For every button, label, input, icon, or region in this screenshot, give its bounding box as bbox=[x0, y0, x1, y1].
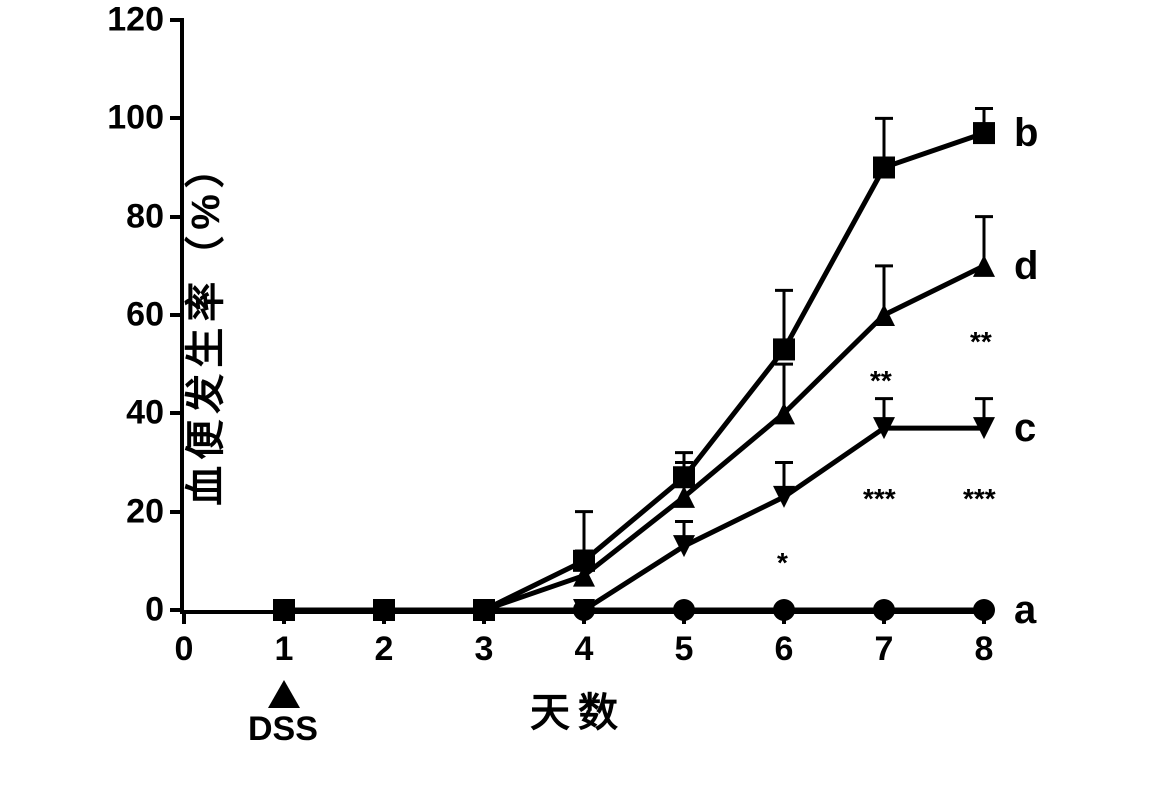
x-tick-label: 0 bbox=[175, 630, 194, 669]
series-label-a: a bbox=[1014, 588, 1036, 633]
y-tick-label: 60 bbox=[126, 296, 164, 335]
x-tick-label: 4 bbox=[575, 630, 594, 669]
y-tick-label: 40 bbox=[126, 394, 164, 433]
series-label-c: c bbox=[1014, 406, 1036, 451]
x-tick-label: 8 bbox=[975, 630, 994, 669]
plot-area: DSS 020406080100120012345678abcd********… bbox=[180, 20, 984, 614]
significance-annotation: ** bbox=[970, 326, 992, 358]
x-tick-label: 6 bbox=[775, 630, 794, 669]
x-tick-label: 3 bbox=[475, 630, 494, 669]
x-tick-label: 1 bbox=[275, 630, 294, 669]
series-label-b: b bbox=[1014, 111, 1038, 156]
y-tick-label: 80 bbox=[126, 197, 164, 236]
significance-annotation: *** bbox=[863, 483, 896, 515]
y-tick-label: 100 bbox=[107, 99, 164, 138]
series-label-d: d bbox=[1014, 244, 1038, 289]
chart-container: DSS 020406080100120012345678abcd********… bbox=[0, 0, 1171, 803]
dss-label: DSS bbox=[248, 710, 318, 749]
y-tick-label: 20 bbox=[126, 492, 164, 531]
y-tick-label: 120 bbox=[107, 1, 164, 40]
x-axis-title: 天数 bbox=[530, 680, 626, 738]
significance-annotation: * bbox=[777, 547, 788, 579]
significance-annotation: ** bbox=[870, 365, 892, 397]
y-axis-title: 血便发生率（%） bbox=[173, 142, 231, 506]
chart-svg bbox=[184, 20, 1144, 620]
x-tick-label: 2 bbox=[375, 630, 394, 669]
significance-annotation: *** bbox=[963, 483, 996, 515]
dss-marker-triangle bbox=[268, 680, 300, 708]
x-tick-label: 5 bbox=[675, 630, 694, 669]
x-tick-label: 7 bbox=[875, 630, 894, 669]
y-tick-label: 0 bbox=[145, 591, 164, 630]
